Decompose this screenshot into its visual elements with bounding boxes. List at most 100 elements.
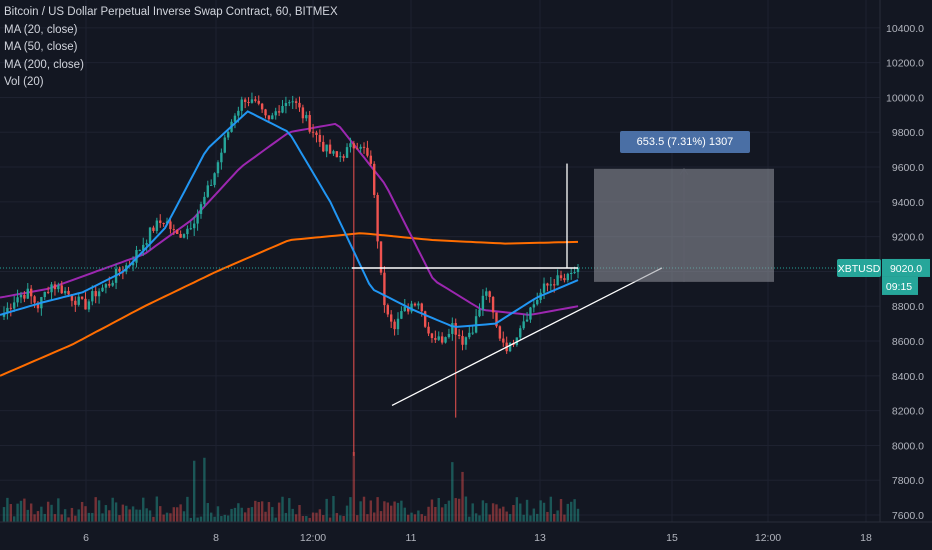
candle-body	[359, 146, 362, 149]
candle-body	[250, 99, 254, 103]
volume-bar	[427, 506, 430, 522]
candle-body	[451, 323, 454, 334]
candle-body	[206, 185, 209, 197]
drawings[interactable]	[0, 163, 880, 406]
candle-body	[454, 323, 457, 335]
volume-bar	[189, 517, 193, 522]
volume-bar	[240, 507, 243, 522]
candle-body	[284, 103, 288, 107]
candle-body	[260, 103, 264, 110]
volume-bar	[403, 507, 406, 522]
volume-bar	[512, 504, 515, 522]
candle-body	[301, 107, 305, 119]
candle-body	[159, 220, 162, 223]
candle-body	[383, 272, 386, 306]
volume-bar	[46, 501, 50, 522]
candle-body	[16, 297, 19, 303]
volume-bar	[291, 508, 294, 522]
candle-body	[155, 220, 159, 231]
volume-bar	[288, 498, 291, 522]
candle-body	[464, 337, 468, 345]
volume-bar	[226, 515, 230, 522]
volume-bar	[247, 507, 250, 522]
volume-bar	[254, 500, 257, 522]
volume-bar	[519, 503, 522, 522]
candle-body	[2, 313, 6, 317]
candle-body	[485, 291, 488, 296]
candle-body	[274, 111, 277, 116]
volume-bar	[478, 515, 481, 522]
candle-body	[457, 334, 461, 337]
volume-bar	[33, 514, 36, 522]
legend-ma50[interactable]: MA (50, close)	[4, 41, 78, 53]
price-tick-label: 7600.0	[892, 510, 924, 522]
candle-body	[362, 146, 366, 148]
volume-bar	[145, 508, 148, 522]
volume-bar	[505, 511, 508, 522]
candle-body	[152, 227, 155, 231]
candle-body	[19, 294, 23, 298]
candle-body	[553, 284, 556, 286]
candle-body	[325, 144, 328, 152]
price-tick-label: 10200.0	[886, 58, 924, 70]
candle-body	[176, 229, 179, 235]
time-axis[interactable]: 6 8 12:00 11 13 15 12:00 18	[0, 521, 932, 550]
volume-bar	[373, 512, 376, 522]
candle-body	[240, 99, 243, 111]
price-axis[interactable]: 7600.0 7800.0 8000.0 8200.0 8400.0 8600.0 8800…	[837, 0, 932, 550]
candle-body	[349, 143, 352, 148]
volume-bar	[396, 502, 400, 522]
volume-bar	[138, 509, 142, 522]
candle-body	[356, 148, 359, 150]
volume-bar	[169, 513, 172, 522]
volume-bar	[128, 509, 131, 522]
candle-body	[74, 300, 77, 305]
volume-bar	[454, 498, 457, 522]
volume-bar	[172, 507, 176, 522]
candle-body	[376, 194, 379, 242]
candle-body	[311, 131, 315, 133]
volume-bar	[223, 514, 226, 522]
volume-bar	[84, 506, 87, 522]
volume-bar	[413, 514, 417, 522]
volume-bar	[311, 512, 315, 522]
volume-bar	[522, 514, 525, 522]
candle-body	[12, 302, 16, 309]
volume-bar	[410, 512, 413, 522]
volume-bar	[573, 499, 576, 522]
volume-bar	[159, 506, 162, 522]
candle-body	[196, 213, 199, 224]
volume-bar	[559, 499, 563, 522]
volume-bar	[186, 496, 189, 522]
candle-body	[223, 137, 226, 153]
candle-body	[288, 102, 291, 104]
candle-body	[189, 228, 193, 230]
volume-bar	[434, 506, 437, 522]
candle-body	[440, 336, 444, 343]
volume-bar	[379, 511, 383, 522]
volume-bar	[362, 496, 366, 522]
volume-bar	[104, 505, 108, 522]
volume-bar	[148, 510, 152, 522]
volume-bar	[570, 501, 573, 522]
candle-body	[213, 173, 216, 185]
ma200-path	[0, 232, 579, 377]
candle-body	[471, 332, 474, 334]
candle-body	[131, 262, 135, 266]
legend-volume[interactable]: Vol (20)	[4, 76, 44, 88]
volume-bar	[491, 503, 495, 522]
volume-bar	[77, 509, 80, 522]
candle-body	[536, 299, 539, 305]
volume-bar	[152, 516, 155, 522]
candle-body	[559, 275, 563, 279]
volume-bar	[277, 502, 281, 522]
candle-body	[529, 307, 532, 320]
candle-body	[532, 304, 536, 308]
legend-ma200[interactable]: MA (200, close)	[4, 58, 84, 71]
candle-body	[84, 298, 87, 310]
time-tick-label: 18	[860, 532, 872, 544]
volume-bar	[80, 501, 84, 522]
candle-body	[427, 326, 430, 334]
legend-ma20[interactable]: MA (20, close)	[4, 23, 78, 36]
